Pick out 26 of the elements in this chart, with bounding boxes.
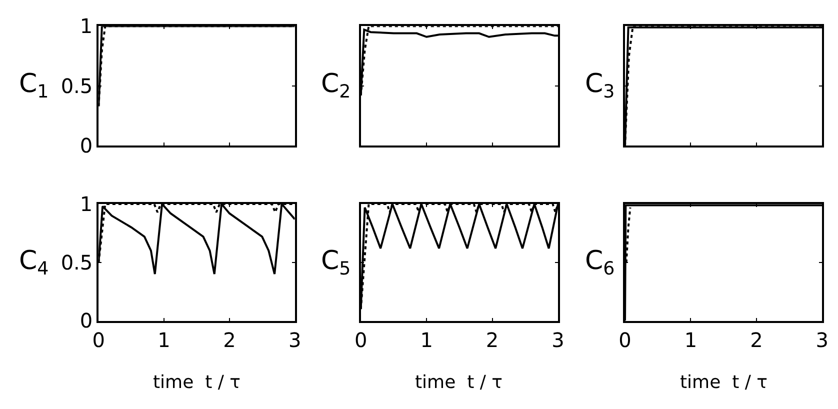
x-tick-label: 2	[223, 328, 236, 352]
y-tick-label: 1	[80, 14, 93, 38]
x-axis-title: time t / τ	[153, 372, 241, 393]
y-axis-title: C$_{2}$	[321, 69, 351, 102]
y-tick-label: 0.5	[60, 74, 93, 98]
x-tick-label: 3	[552, 328, 564, 352]
x-axis-title: time t / τ	[680, 372, 768, 393]
x-tick-label: 3	[288, 328, 302, 352]
y-tick-label: 0.5	[60, 250, 93, 274]
y-axis-title: C$_{5}$	[321, 246, 351, 280]
x-tick-label: 2	[486, 328, 499, 352]
y-axis-title: C$_{3}$	[585, 69, 615, 102]
y-tick-label: 0	[80, 308, 93, 333]
x-tick-label: 1	[158, 328, 170, 352]
x-tick-label: 2	[750, 328, 763, 352]
x-tick-label: 0	[354, 328, 368, 352]
y-tick-label: 1	[80, 192, 93, 216]
x-tick-label: 0	[618, 328, 632, 352]
x-tick-label: 1	[420, 328, 433, 352]
y-tick-label: 0	[80, 134, 93, 158]
x-axis-title: time t / τ	[415, 372, 503, 393]
x-tick-label: 1	[684, 328, 698, 352]
y-axis-title: C$_{1}$	[19, 69, 49, 102]
y-axis-title: C$_{6}$	[585, 246, 615, 280]
y-axis-title: C$_{4}$	[19, 246, 49, 280]
x-tick-label: 3	[816, 328, 829, 352]
